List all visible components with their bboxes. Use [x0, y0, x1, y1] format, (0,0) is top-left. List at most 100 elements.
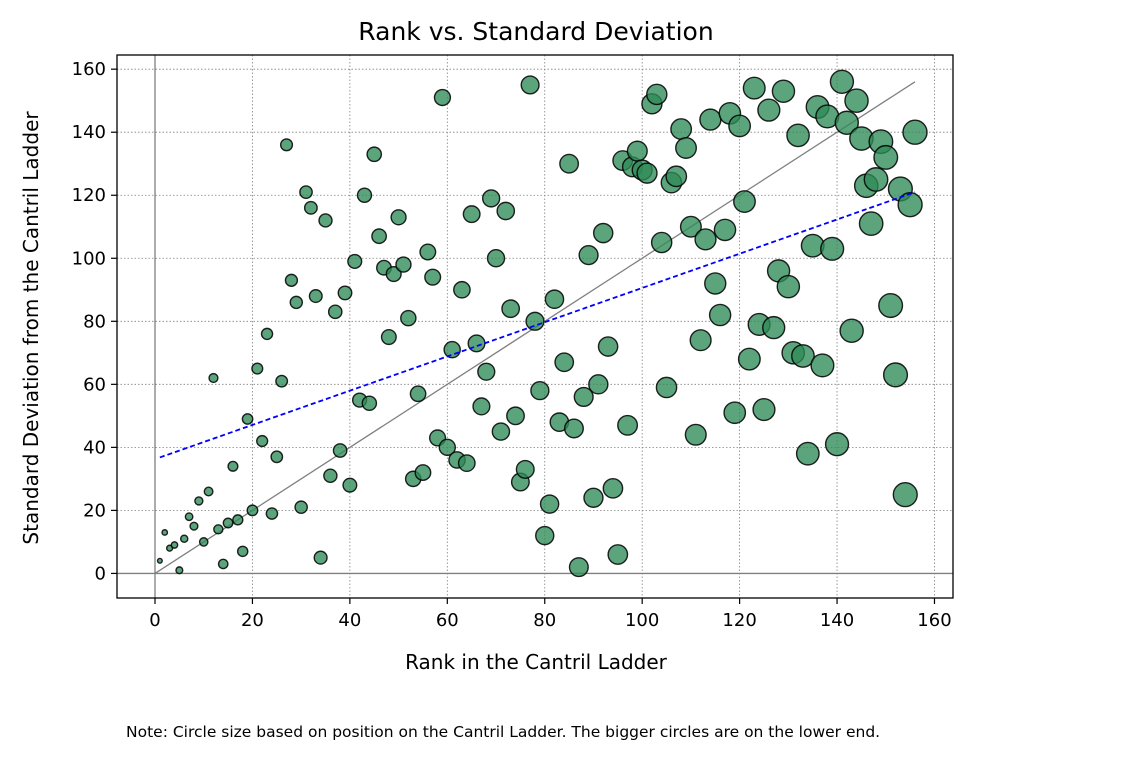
data-point: [675, 136, 698, 159]
x-tick-label: 140: [820, 610, 854, 631]
data-point: [279, 138, 294, 152]
data-point: [371, 228, 388, 245]
data-point: [156, 557, 163, 564]
data-point: [241, 413, 254, 425]
data-point: [251, 362, 264, 375]
data-point: [839, 318, 864, 344]
scatter-chart: 0 20 40 60 80 100 120 140 160 0 20 40 60 80 100 120 140 1…: [19, 17, 954, 674]
data-point: [515, 459, 535, 479]
data-point: [563, 418, 584, 439]
data-point: [626, 140, 648, 162]
data-point: [308, 289, 323, 304]
data-point: [820, 236, 845, 261]
data-point: [419, 243, 437, 261]
data-point: [356, 187, 373, 203]
data-point: [742, 76, 766, 100]
x-axis-label: Rank in the Cantril Ladder: [405, 650, 668, 674]
y-tick-label: 160: [72, 59, 106, 80]
data-point: [175, 566, 184, 575]
data-point: [535, 525, 555, 546]
data-point: [873, 144, 899, 170]
data-point: [699, 108, 722, 131]
data-point: [184, 512, 194, 522]
data-point: [501, 299, 521, 319]
trend-line: [159, 191, 916, 459]
data-point: [728, 114, 752, 138]
data-point: [213, 524, 224, 535]
data-point: [684, 423, 707, 446]
data-point: [472, 397, 491, 416]
data-point: [670, 118, 693, 140]
data-point: [260, 327, 274, 341]
data-point: [203, 486, 214, 497]
data-point: [882, 362, 909, 388]
data-point: [578, 244, 599, 266]
data-point: [294, 500, 308, 515]
data-point: [776, 274, 801, 299]
data-point: [409, 385, 427, 403]
data-point: [366, 146, 383, 163]
data-point: [457, 454, 476, 473]
data-point: [414, 464, 432, 482]
data-point: [689, 329, 712, 352]
data-point: [400, 309, 417, 327]
data-point: [737, 347, 761, 371]
y-axis-label: Standard Deviation from the Cantril Ladd…: [19, 111, 43, 545]
data-point: [179, 534, 189, 544]
data-point: [390, 209, 407, 226]
x-tick-label: 40: [338, 610, 361, 631]
data-point: [757, 98, 781, 122]
data-point: [902, 119, 928, 145]
y-tick-label: 140: [72, 122, 106, 143]
y-tick-label: 80: [83, 311, 106, 332]
data-point: [385, 265, 402, 283]
plot-frame: [116, 54, 954, 599]
data-point: [433, 88, 452, 107]
x-tick-label: 160: [917, 610, 951, 631]
y-tick-label: 20: [83, 500, 106, 521]
data-point: [636, 162, 658, 184]
data-point: [795, 441, 820, 466]
data-point: [858, 211, 884, 236]
data-point: [424, 268, 442, 286]
data-point: [544, 289, 565, 310]
data-point: [694, 228, 717, 251]
data-point: [607, 544, 629, 565]
data-point: [347, 253, 363, 270]
data-point: [323, 468, 338, 483]
y-tick-label: 60: [83, 374, 106, 395]
data-point: [844, 88, 869, 113]
data-point: [299, 185, 313, 199]
data-point: [723, 401, 747, 425]
data-point: [256, 434, 269, 448]
data-point: [650, 231, 673, 254]
footnote: Note: Circle size based on position on t…: [126, 723, 881, 741]
data-point: [583, 487, 604, 508]
data-point: [275, 374, 289, 388]
y-tick-label: 120: [72, 185, 106, 206]
y-tick-label: 100: [72, 248, 106, 269]
x-tick-label: 0: [149, 610, 160, 631]
data-point: [265, 507, 279, 520]
data-point: [602, 477, 624, 499]
x-tick-label: 100: [625, 610, 659, 631]
data-point: [568, 557, 589, 578]
data-point: [486, 249, 506, 268]
data-point: [443, 340, 461, 359]
data-point: [332, 443, 348, 458]
data-point: [554, 352, 575, 373]
data-point: [559, 153, 580, 174]
data-point: [284, 273, 299, 287]
data-point: [829, 69, 855, 94]
data-point: [217, 558, 229, 570]
data-point: [539, 494, 560, 514]
data-point: [771, 79, 796, 103]
data-point: [227, 460, 239, 472]
data-point: [786, 123, 810, 148]
data-point: [646, 83, 668, 106]
data-point: [491, 422, 511, 441]
data-point: [762, 315, 786, 340]
data-point: [791, 344, 815, 368]
data-point: [395, 256, 412, 273]
data-point: [327, 304, 343, 320]
